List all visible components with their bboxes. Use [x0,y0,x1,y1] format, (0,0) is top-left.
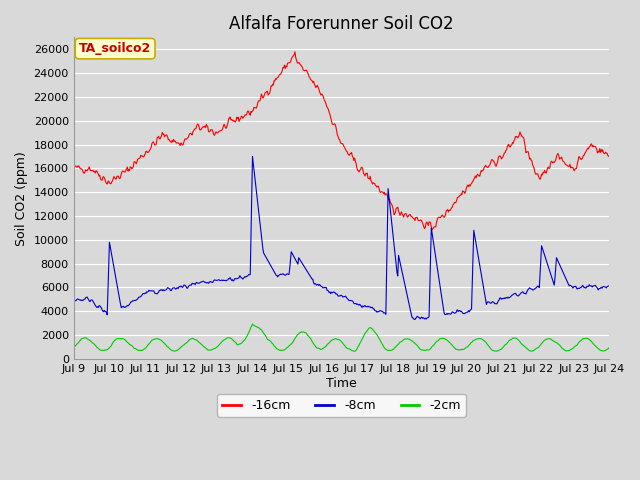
Y-axis label: Soil CO2 (ppm): Soil CO2 (ppm) [15,151,28,245]
Line: -2cm: -2cm [74,324,609,351]
-16cm [605,154,613,160]
-16cm [134,156,142,161]
-16cm [70,165,77,171]
-8cm [407,311,415,317]
-16cm [428,227,436,233]
-2cm [189,336,196,341]
Legend: -16cm, -8cm, -2cm: -16cm, -8cm, -2cm [217,394,466,417]
-2cm [70,345,77,350]
-2cm [408,338,416,344]
-8cm [79,297,87,303]
-8cm [249,154,257,159]
-16cm [79,169,87,175]
Line: -16cm: -16cm [74,52,609,230]
-16cm [189,129,196,135]
-2cm [605,345,613,350]
Text: TA_soilco2: TA_soilco2 [79,42,151,55]
-8cm [134,295,142,300]
-16cm [291,49,299,55]
Title: Alfalfa Forerunner Soil CO2: Alfalfa Forerunner Soil CO2 [229,15,454,33]
-2cm [218,340,225,346]
-2cm [249,321,257,327]
-8cm [70,297,77,303]
-16cm [423,219,431,225]
Line: -8cm: -8cm [74,156,609,320]
-8cm [189,281,196,287]
-8cm [605,283,613,288]
-2cm [79,336,87,341]
-16cm [407,214,415,219]
-2cm [351,348,358,354]
-8cm [424,315,431,321]
-16cm [218,128,225,133]
-2cm [424,347,431,353]
X-axis label: Time: Time [326,377,357,390]
-8cm [218,277,225,283]
-8cm [411,317,419,323]
-2cm [134,348,142,353]
